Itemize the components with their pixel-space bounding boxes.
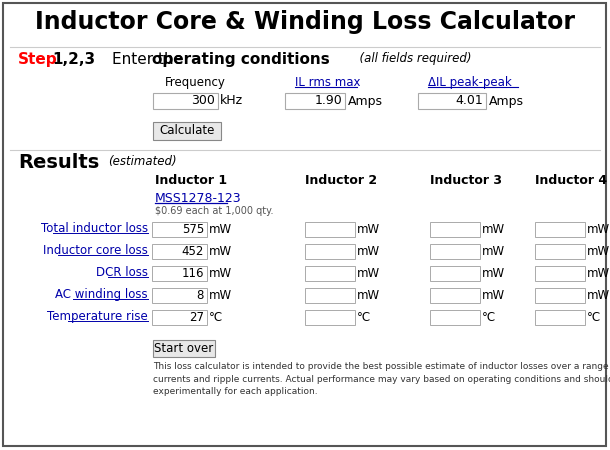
- Text: mW: mW: [482, 223, 505, 236]
- Text: Start over: Start over: [154, 342, 214, 355]
- Text: Inductor 2: Inductor 2: [305, 174, 377, 187]
- Text: mW: mW: [482, 289, 505, 302]
- Text: Enter the: Enter the: [112, 52, 188, 67]
- Text: °C: °C: [587, 311, 601, 324]
- Text: Amps: Amps: [489, 94, 524, 108]
- FancyBboxPatch shape: [153, 93, 218, 109]
- Text: 1.90: 1.90: [314, 94, 342, 108]
- Text: °C: °C: [357, 311, 371, 324]
- FancyBboxPatch shape: [535, 310, 585, 325]
- Text: 575: 575: [182, 223, 204, 236]
- Text: IL rms max: IL rms max: [295, 76, 361, 89]
- Text: Inductor 3: Inductor 3: [430, 174, 502, 187]
- Text: mW: mW: [357, 289, 380, 302]
- FancyBboxPatch shape: [305, 310, 355, 325]
- Text: Results: Results: [18, 153, 99, 172]
- FancyBboxPatch shape: [305, 266, 355, 281]
- FancyBboxPatch shape: [535, 244, 585, 259]
- FancyBboxPatch shape: [305, 244, 355, 259]
- Text: mW: mW: [357, 267, 380, 280]
- Text: 1,2,3: 1,2,3: [52, 52, 95, 67]
- Text: Inductor core loss: Inductor core loss: [43, 244, 148, 257]
- Text: operating conditions: operating conditions: [152, 52, 330, 67]
- Text: Frequency: Frequency: [165, 76, 226, 89]
- Text: kHz: kHz: [220, 94, 243, 108]
- Text: (estimated): (estimated): [108, 155, 177, 168]
- FancyBboxPatch shape: [152, 244, 207, 259]
- Text: 4.01: 4.01: [455, 94, 483, 108]
- Text: °C: °C: [209, 311, 223, 324]
- Text: mW: mW: [209, 223, 232, 236]
- Text: DCR loss: DCR loss: [96, 266, 148, 279]
- Text: mW: mW: [482, 245, 505, 258]
- Text: 300: 300: [191, 94, 215, 108]
- Text: Inductor 4: Inductor 4: [535, 174, 607, 187]
- Text: mW: mW: [587, 223, 610, 236]
- Text: Calculate: Calculate: [159, 125, 215, 138]
- FancyBboxPatch shape: [430, 222, 480, 237]
- Text: Step: Step: [18, 52, 57, 67]
- FancyBboxPatch shape: [305, 288, 355, 303]
- Text: mW: mW: [209, 245, 232, 258]
- Text: mW: mW: [587, 267, 610, 280]
- FancyBboxPatch shape: [152, 310, 207, 325]
- FancyBboxPatch shape: [152, 266, 207, 281]
- FancyBboxPatch shape: [152, 222, 207, 237]
- Text: Inductor 1: Inductor 1: [155, 174, 227, 187]
- Text: mW: mW: [357, 223, 380, 236]
- Text: Total inductor loss: Total inductor loss: [41, 222, 148, 235]
- Text: Temperature rise: Temperature rise: [47, 310, 148, 323]
- FancyBboxPatch shape: [430, 288, 480, 303]
- Text: mW: mW: [482, 267, 505, 280]
- Text: (all fields required): (all fields required): [352, 52, 472, 65]
- FancyBboxPatch shape: [418, 93, 486, 109]
- FancyBboxPatch shape: [535, 266, 585, 281]
- Text: mW: mW: [209, 267, 232, 280]
- FancyBboxPatch shape: [152, 288, 207, 303]
- FancyBboxPatch shape: [3, 3, 606, 446]
- FancyBboxPatch shape: [430, 244, 480, 259]
- FancyBboxPatch shape: [535, 222, 585, 237]
- Text: AC winding loss: AC winding loss: [56, 288, 148, 301]
- FancyBboxPatch shape: [535, 288, 585, 303]
- Text: °C: °C: [482, 311, 496, 324]
- FancyBboxPatch shape: [430, 266, 480, 281]
- FancyBboxPatch shape: [285, 93, 345, 109]
- Text: mW: mW: [357, 245, 380, 258]
- Text: mW: mW: [209, 289, 232, 302]
- Text: This loss calculator is intended to provide the best possible estimate of induct: This loss calculator is intended to prov…: [153, 362, 610, 396]
- Text: 27: 27: [189, 311, 204, 324]
- FancyBboxPatch shape: [305, 222, 355, 237]
- FancyBboxPatch shape: [430, 310, 480, 325]
- Text: mW: mW: [587, 245, 610, 258]
- Text: 8: 8: [196, 289, 204, 302]
- Text: mW: mW: [587, 289, 610, 302]
- Text: Amps: Amps: [348, 94, 383, 108]
- FancyBboxPatch shape: [153, 340, 215, 357]
- Text: 116: 116: [182, 267, 204, 280]
- Text: MSS1278-123: MSS1278-123: [155, 192, 242, 205]
- Text: 452: 452: [182, 245, 204, 258]
- Text: ΔIL peak-peak: ΔIL peak-peak: [428, 76, 512, 89]
- Text: Inductor Core & Winding Loss Calculator: Inductor Core & Winding Loss Calculator: [35, 10, 575, 34]
- Text: $0.69 each at 1,000 qty.: $0.69 each at 1,000 qty.: [155, 206, 273, 216]
- FancyBboxPatch shape: [153, 122, 221, 140]
